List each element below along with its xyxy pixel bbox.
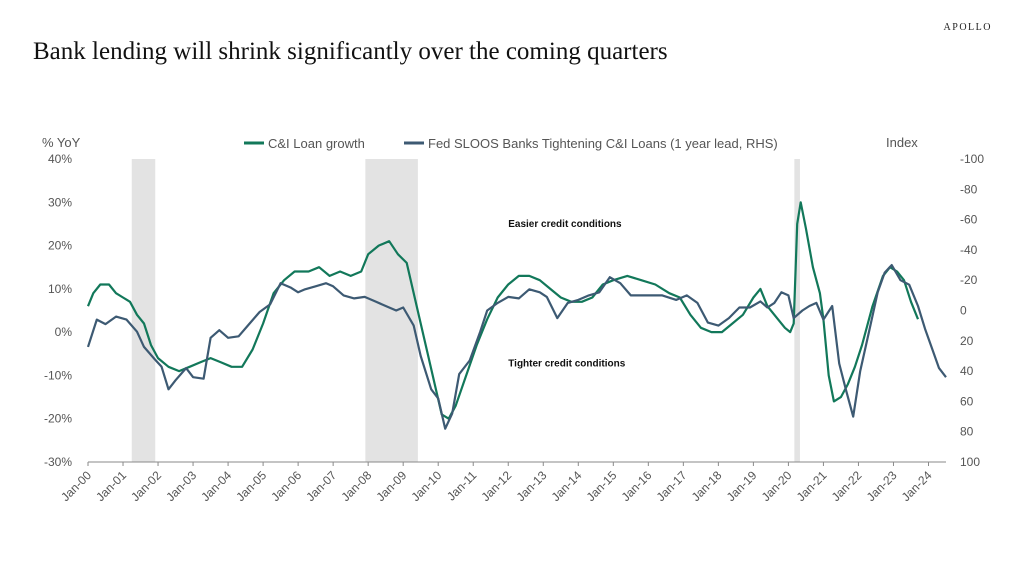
annotation-easier: Easier credit conditions <box>508 219 622 230</box>
right-tick-label: 60 <box>960 394 974 408</box>
x-tick-label: Jan-14 <box>549 468 585 504</box>
x-tick-label: Jan-15 <box>584 468 620 504</box>
legend-label-sloos: Fed SLOOS Banks Tightening C&I Loans (1 … <box>428 136 778 151</box>
series-line-loan-growth <box>86 201 920 420</box>
x-tick-label: Jan-20 <box>759 468 795 504</box>
x-tick-label: Jan-05 <box>233 468 269 504</box>
brand-logo: APOLLO <box>943 22 992 33</box>
x-tick-label: Jan-08 <box>338 468 374 504</box>
right-tick-label: 80 <box>960 425 974 439</box>
x-tick-label: Jan-18 <box>689 468 725 504</box>
left-tick-label: 10% <box>48 282 72 296</box>
right-tick-label: 40 <box>960 364 974 378</box>
x-tick-label: Jan-19 <box>724 468 760 504</box>
x-tick-label: Jan-02 <box>128 468 164 504</box>
x-tick-label: Jan-09 <box>373 468 409 504</box>
right-tick-label: -40 <box>960 243 978 257</box>
right-tick-label: -100 <box>960 152 984 166</box>
right-tick-label: -80 <box>960 182 978 196</box>
recession-band <box>131 159 156 462</box>
left-tick-label: 0% <box>55 325 73 339</box>
x-tick-label: Jan-22 <box>829 468 865 504</box>
x-tick-label: Jan-01 <box>93 468 129 504</box>
annotations: Easier credit conditions Tighter credit c… <box>508 219 625 369</box>
right-tick-label: 20 <box>960 334 974 348</box>
right-tick-label: -20 <box>960 273 978 287</box>
right-tick-label: 100 <box>960 455 980 469</box>
x-tick-label: Jan-00 <box>58 468 94 504</box>
left-tick-label: 30% <box>48 195 72 209</box>
recession-band <box>365 159 418 462</box>
x-tick-label: Jan-23 <box>864 468 900 504</box>
series-lines <box>86 201 947 430</box>
legend-label-loan-growth: C&I Loan growth <box>268 136 365 151</box>
left-axis-title: % YoY <box>42 135 81 150</box>
left-tick-label: -20% <box>44 412 72 426</box>
legend: C&I Loan growth Fed SLOOS Banks Tightenin… <box>244 136 778 151</box>
x-tick-label: Jan-24 <box>899 468 935 504</box>
x-tick-label: Jan-16 <box>619 468 655 504</box>
left-tick-label: -10% <box>44 368 72 382</box>
x-tick-label: Jan-13 <box>514 468 550 504</box>
left-tick-label: 40% <box>48 152 72 166</box>
left-tick-label: 20% <box>48 239 72 253</box>
left-tick-label: -30% <box>44 455 72 469</box>
page-title: Bank lending will shrink significantly o… <box>33 38 668 65</box>
right-tick-label: 0 <box>960 304 967 318</box>
x-tick-label: Jan-11 <box>444 468 479 503</box>
x-tick-label: Jan-07 <box>303 468 339 504</box>
x-tick-label: Jan-03 <box>163 468 199 504</box>
recession-bands <box>131 159 800 462</box>
x-tick-label: Jan-04 <box>198 468 234 504</box>
x-tick-label: Jan-21 <box>794 468 830 504</box>
series-line-sloos-tightening <box>86 264 947 430</box>
right-axis-title: Index <box>886 135 918 150</box>
recession-band <box>794 159 800 462</box>
x-tick-label: Jan-10 <box>408 468 444 504</box>
axes: 40% 30% 20% 10% 0% -10% -20% -30% -100 -80 -60 -40 -… <box>42 135 984 504</box>
x-tick-label: Jan-12 <box>478 468 514 504</box>
x-tick-label: Jan-06 <box>268 468 304 504</box>
x-tick-label: Jan-17 <box>654 468 690 504</box>
annotation-tighter: Tighter credit conditions <box>508 359 625 370</box>
right-tick-label: -60 <box>960 213 978 227</box>
